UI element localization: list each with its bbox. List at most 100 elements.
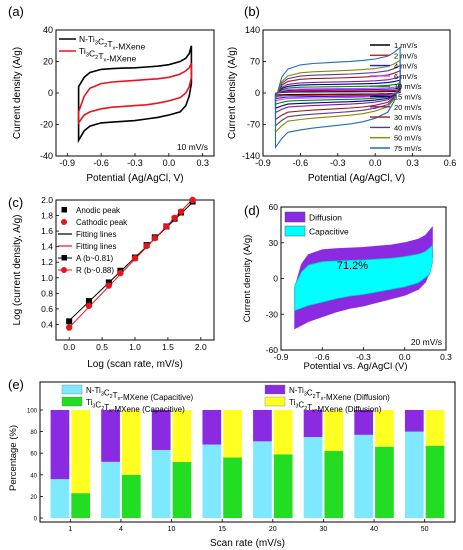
- cv-curve-ti3c2tx: [77, 62, 193, 126]
- legend-label: 10 mV/s: [394, 82, 422, 91]
- anodic-point: [66, 318, 73, 325]
- bar-ti-diffusion: [273, 410, 293, 455]
- x-tick-label: 10: [168, 526, 176, 533]
- panel-a: -0.9 -0.6 -0.3 0.0 0.3 -40 -20 0 20 40 (a) N-Ti3C2T…: [8, 4, 215, 184]
- plot-frame: [39, 381, 456, 523]
- legend-label: 75 mV/s: [394, 144, 422, 153]
- y-tick-label: 140: [245, 25, 260, 35]
- y-tick-label: 60: [30, 452, 37, 458]
- y-tick-label: 40: [30, 473, 37, 479]
- bar-ti-diffusion: [71, 410, 91, 494]
- x-tick-label: -0.6: [93, 158, 109, 168]
- x-tick-label: -0.9: [60, 158, 76, 168]
- cathodic-point: [117, 269, 124, 277]
- legend-label: Anodic peak: [76, 206, 121, 215]
- cathodic-point: [151, 234, 159, 242]
- capacitive-area: [294, 244, 433, 312]
- cv-curve-20-mV-s: [274, 75, 401, 114]
- cathodic-point: [65, 324, 73, 331]
- y-tick-label: 0: [273, 274, 278, 284]
- x-tick-label: 0.0: [399, 352, 411, 362]
- x-tick-label: 2.0: [195, 342, 207, 352]
- bar-n-capacitive: [202, 444, 222, 518]
- y-axis-label: Current density (A/g): [12, 47, 23, 139]
- x-tick-label: -0.6: [293, 158, 309, 168]
- cv-curve-6-mV-s: [274, 85, 401, 102]
- bar-ti-diffusion: [121, 410, 141, 475]
- panel-d: -0.9 -0.6 -0.3 0.0 0.3 -60 -30 0 30 60 (d) 71.2% 20 …: [242, 202, 452, 372]
- legend-label: Ti3C2Tx-MXene (Capacitive): [86, 398, 185, 414]
- x-tick-label: 40: [370, 526, 378, 533]
- x-tick-label: 0.3: [440, 352, 452, 362]
- legend-label: 40 mV/s: [394, 123, 422, 132]
- bar-n-diffusion: [354, 410, 374, 435]
- y-axis-label: Percentage (%): [8, 425, 19, 491]
- bar-n-diffusion: [202, 410, 222, 445]
- bar-ti-capacitive: [425, 445, 445, 518]
- legend-label: N-Ti3C2Tx-MXene: [79, 34, 145, 52]
- y-axis-label: Log (current density, A/g): [12, 215, 23, 326]
- x-tick-label: 0.6: [444, 158, 457, 168]
- cathodic-point: [85, 302, 93, 309]
- cv-curve-10-mV-s: [274, 82, 401, 105]
- bar-ti-diffusion: [223, 410, 242, 458]
- legend-label: Diffusion: [309, 213, 342, 223]
- scan-rate-label: 20 mV/s: [411, 337, 442, 347]
- x-axis-label: Potential vs. Ag/AgCl (V): [303, 361, 407, 372]
- legend-label: N-Ti3C2Tx-MXene (Capacitive): [86, 386, 194, 402]
- scan-rate-label: 10 mV/s: [177, 142, 208, 152]
- legend-label: Ti3C2Tx-MXene (Diffusion): [289, 398, 382, 414]
- anodic-point: [85, 298, 92, 305]
- panel-label-b: (b): [244, 4, 260, 19]
- x-tick-label: 1.5: [162, 342, 174, 352]
- y-tick-label: -140: [242, 151, 260, 161]
- cathodic-point: [131, 255, 139, 262]
- bar-ti-capacitive: [121, 474, 141, 518]
- bar-n-diffusion: [151, 410, 171, 450]
- legend-label: Ti3C2Tx-MXene: [79, 46, 136, 64]
- x-tick-label: 0.5: [96, 342, 108, 352]
- cathodic-point: [105, 282, 112, 289]
- x-tick-label: -0.3: [356, 352, 371, 362]
- legend-label: Capacitive: [309, 227, 349, 237]
- y-tick-label: 1.4: [41, 242, 53, 252]
- panel-label-c: (c): [8, 195, 23, 210]
- bar-ti-diffusion: [172, 410, 192, 462]
- x-axis-label: Log (scan rate, mV/s): [87, 359, 183, 370]
- y-axis-label: Current density (A/g): [242, 235, 253, 323]
- y-tick-label: -60: [266, 345, 279, 355]
- x-tick-label: 0.0: [369, 158, 382, 168]
- bar-ti-capacitive: [273, 454, 293, 518]
- y-tick-label: 20: [43, 57, 53, 67]
- y-tick-label: 60: [269, 202, 279, 212]
- cathodic-point: [177, 208, 185, 215]
- legend-swatch: [61, 207, 67, 213]
- x-tick-label: 0.0: [63, 342, 75, 352]
- bar-n-capacitive: [404, 431, 424, 518]
- plot-frame: [262, 29, 451, 157]
- bar-n-capacitive: [50, 479, 70, 518]
- y-tick-label: 100: [27, 409, 38, 415]
- y-tick-label: 1.8: [41, 211, 53, 221]
- legend-label: R (b~0.88): [76, 266, 114, 275]
- bar-ti-diffusion: [375, 410, 394, 447]
- bar-n-capacitive: [151, 449, 171, 518]
- y-tick-label: -40: [40, 151, 53, 161]
- bar-n-capacitive: [253, 441, 272, 518]
- cv-curve-n-ti3c2tx: [77, 45, 193, 144]
- bar-ti-capacitive: [223, 457, 242, 518]
- legend-swatch: [61, 396, 83, 407]
- cathodic-point: [163, 223, 170, 230]
- legend-label: 4 mV/s: [394, 62, 418, 71]
- x-tick-label: 0.3: [406, 158, 419, 168]
- bar-ti-capacitive: [324, 451, 344, 518]
- legend-swatch: [61, 384, 83, 395]
- legend-label: Cathodic peak: [76, 218, 128, 227]
- x-tick-label: 1.0: [129, 342, 141, 352]
- x-tick-label: -0.3: [127, 158, 143, 168]
- bar-ti-capacitive: [71, 493, 91, 518]
- y-tick-label: 0: [48, 88, 53, 98]
- bar-ti-diffusion: [324, 410, 344, 452]
- legend-label: 20 mV/s: [394, 103, 422, 112]
- legend-label: 50 mV/s: [394, 134, 422, 143]
